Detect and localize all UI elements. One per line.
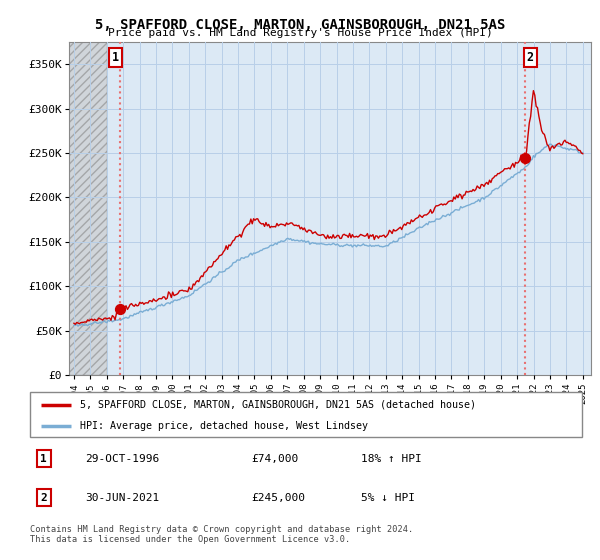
Text: £245,000: £245,000 bbox=[251, 493, 305, 502]
Text: 2: 2 bbox=[40, 493, 47, 502]
Text: 2: 2 bbox=[527, 50, 534, 64]
Text: 5% ↓ HPI: 5% ↓ HPI bbox=[361, 493, 415, 502]
Text: 29-OCT-1996: 29-OCT-1996 bbox=[85, 454, 160, 464]
Text: Price paid vs. HM Land Registry's House Price Index (HPI): Price paid vs. HM Land Registry's House … bbox=[107, 28, 493, 38]
Text: 1: 1 bbox=[112, 50, 119, 64]
Bar bbox=[66, 42, 107, 375]
Text: 5, SPAFFORD CLOSE, MARTON, GAINSBOROUGH, DN21 5AS (detached house): 5, SPAFFORD CLOSE, MARTON, GAINSBOROUGH,… bbox=[80, 399, 476, 409]
Text: 5, SPAFFORD CLOSE, MARTON, GAINSBOROUGH, DN21 5AS: 5, SPAFFORD CLOSE, MARTON, GAINSBOROUGH,… bbox=[95, 18, 505, 32]
FancyBboxPatch shape bbox=[30, 392, 582, 437]
Point bbox=[521, 153, 530, 162]
Point bbox=[116, 305, 125, 314]
Text: 1: 1 bbox=[40, 454, 47, 464]
Text: HPI: Average price, detached house, West Lindsey: HPI: Average price, detached house, West… bbox=[80, 421, 368, 431]
Text: 18% ↑ HPI: 18% ↑ HPI bbox=[361, 454, 422, 464]
Text: £74,000: £74,000 bbox=[251, 454, 298, 464]
Text: Contains HM Land Registry data © Crown copyright and database right 2024.
This d: Contains HM Land Registry data © Crown c… bbox=[30, 525, 413, 544]
Text: 30-JUN-2021: 30-JUN-2021 bbox=[85, 493, 160, 502]
